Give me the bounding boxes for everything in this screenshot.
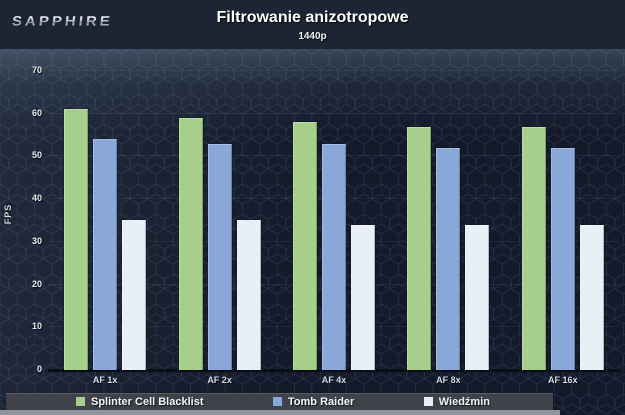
bar-group	[63, 108, 148, 371]
legend-item: Wiedźmin	[423, 395, 490, 408]
legend-item: Splinter Cell Blacklist	[76, 396, 203, 408]
y-tick-label: 50	[31, 150, 42, 161]
legend-swatch	[423, 397, 433, 406]
category-label: AF 16x	[547, 375, 578, 385]
chart-title: Filtrowanie anizotropowe	[216, 9, 409, 26]
bar	[92, 138, 119, 371]
category-label: AF 1x	[92, 375, 118, 385]
y-tick-label: 10	[31, 321, 42, 332]
header: SAPPHIRE Filtrowanie anizotropowe 1440p	[0, 0, 625, 49]
bar	[549, 147, 576, 371]
bar-group	[406, 126, 491, 371]
bar-group	[291, 121, 376, 371]
bar-group	[520, 126, 605, 371]
y-tick-label: 20	[31, 278, 42, 289]
plot-area	[48, 71, 620, 371]
bar	[121, 219, 148, 371]
bar	[63, 108, 90, 371]
bar	[349, 224, 376, 371]
bar	[435, 147, 462, 371]
chart-subtitle: 1440p	[298, 31, 327, 42]
bar	[291, 121, 318, 371]
legend-swatch	[272, 397, 282, 406]
legend: Splinter Cell Blacklist Tomb Raider Wiedźm…	[6, 393, 553, 410]
y-tick-label: 0	[36, 364, 42, 374]
bar	[235, 219, 262, 371]
bar	[406, 126, 433, 371]
bottom-strip	[0, 410, 560, 415]
y-tick-label: 60	[31, 107, 42, 118]
category-label: AF 4x	[321, 375, 347, 385]
category-label: AF 8x	[436, 375, 461, 385]
chart-area: FPS 0 10 20 30 40 50 60 70 AF 1x AF 2x AF 4x AF 8x…	[0, 49, 625, 415]
bar	[578, 224, 605, 371]
y-axis-ticks: 0 10 20 30 40 50 60 70	[0, 49, 42, 415]
legend-label: Tomb Raider	[287, 395, 355, 408]
legend-item: Tomb Raider	[272, 395, 355, 408]
y-tick-label: 30	[31, 235, 42, 246]
y-tick-label: 70	[31, 65, 42, 75]
bar	[177, 117, 204, 371]
bar	[320, 143, 347, 371]
legend-swatch	[76, 397, 85, 406]
x-axis-line	[48, 369, 620, 372]
bar-group	[177, 117, 262, 371]
category-axis-labels: AF 1x AF 2x AF 4x AF 8x AF 16x	[48, 375, 620, 389]
bar	[206, 143, 233, 371]
legend-label: Splinter Cell Blacklist	[91, 395, 204, 408]
category-label: AF 2x	[207, 375, 232, 385]
bar	[464, 224, 491, 371]
legend-label: Wiedźmin	[438, 395, 490, 408]
y-tick-label: 40	[31, 193, 42, 204]
gridline	[48, 112, 620, 114]
gridline	[48, 70, 620, 71]
bar	[520, 126, 547, 371]
